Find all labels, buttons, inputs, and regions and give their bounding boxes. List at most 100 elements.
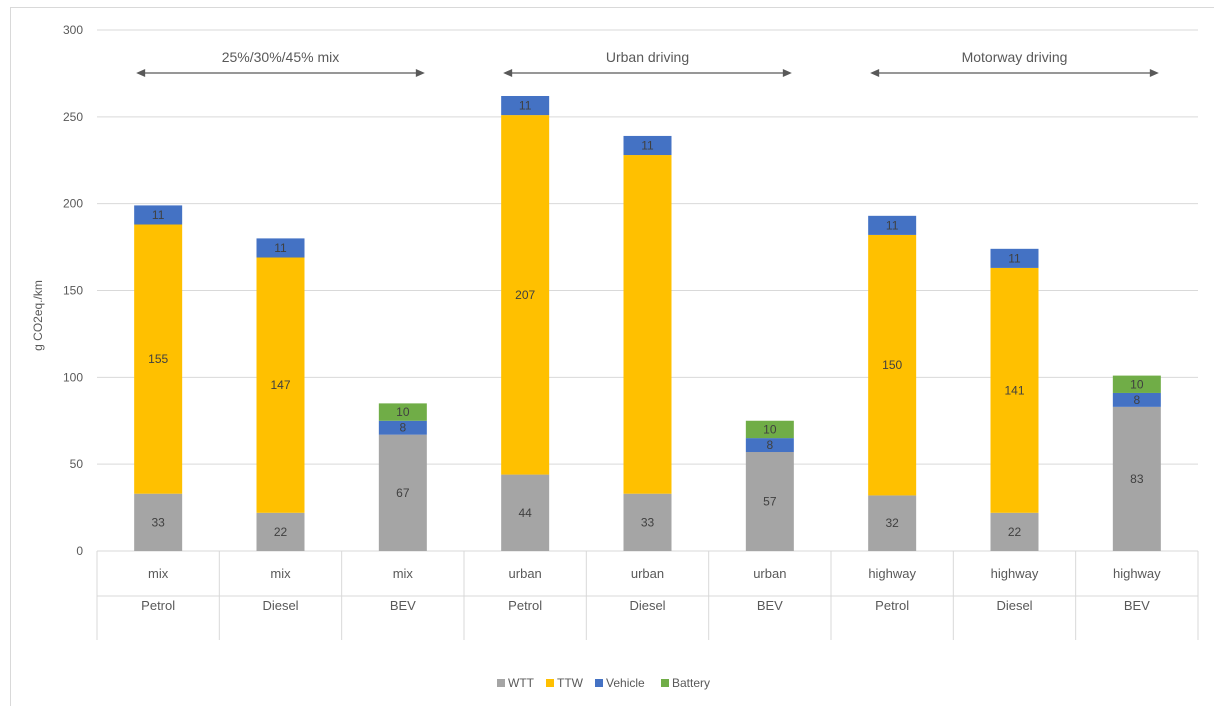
x-tick-label-mode: urban <box>509 566 542 581</box>
data-label-ttw: 141 <box>1004 383 1024 397</box>
x-tick-label-mode: mix <box>270 566 291 581</box>
bar-segment-ttw <box>134 224 183 494</box>
bar-segment-battery <box>378 403 427 421</box>
x-tick-label-mode: highway <box>1113 566 1161 581</box>
x-tick-label-fuel: BEV <box>757 598 783 613</box>
x-tick-label-mode: highway <box>991 566 1039 581</box>
bar-segment-vehicle <box>745 438 794 453</box>
annotation-arrowhead-left <box>870 69 880 77</box>
data-label-vehicle: 11 <box>641 138 654 152</box>
x-tick-label-fuel: Petrol <box>508 598 542 613</box>
data-label-wtt: 67 <box>396 486 410 500</box>
bar-segment-vehicle <box>990 248 1039 268</box>
bar-segment-ttw <box>623 155 672 494</box>
bar-segment-battery <box>745 420 794 439</box>
x-tick-label-mode: urban <box>631 566 664 581</box>
annotation-label: Motorway driving <box>962 49 1068 65</box>
bar-segment-battery <box>1112 375 1161 393</box>
y-tick-label: 150 <box>63 284 83 298</box>
data-label-wtt: 83 <box>1130 472 1144 486</box>
x-tick-label-mode: mix <box>393 566 414 581</box>
x-tick-label-fuel: Diesel <box>629 598 665 613</box>
data-label-battery: 10 <box>1130 377 1144 391</box>
bar-segment-wtt <box>745 452 794 551</box>
legend-swatch-wtt <box>497 679 505 687</box>
bar-segment-vehicle <box>1112 392 1161 407</box>
data-label-ttw: 150 <box>882 358 902 372</box>
annotation-arrowhead-right <box>782 69 792 77</box>
data-label-wtt: 57 <box>763 495 777 509</box>
legend-swatch-battery <box>661 679 669 687</box>
bar-segment-vehicle <box>868 215 917 235</box>
legend-swatch-vehicle <box>595 679 603 687</box>
bar-segment-ttw <box>501 115 550 475</box>
y-tick-label: 50 <box>70 457 84 471</box>
data-label-wtt: 33 <box>641 515 655 529</box>
data-label-ttw: 147 <box>270 378 290 392</box>
y-tick-label: 300 <box>63 23 83 37</box>
bar-segment-vehicle <box>378 420 427 435</box>
legend-label-wtt: WTT <box>508 676 535 690</box>
data-label-battery: 10 <box>396 405 410 419</box>
bar-segment-vehicle <box>623 135 672 156</box>
bar-segment-wtt <box>501 474 550 551</box>
bar-segment-vehicle <box>501 95 550 116</box>
annotation-label: 25%/30%/45% mix <box>222 49 340 65</box>
bar-segment-wtt <box>134 493 183 551</box>
x-tick-label-fuel: Petrol <box>875 598 909 613</box>
x-tick-label-fuel: Petrol <box>141 598 175 613</box>
data-label-vehicle: 11 <box>274 241 287 255</box>
frame-top-border <box>10 7 1214 8</box>
bar-segment-wtt <box>623 493 672 551</box>
data-label-wtt: 44 <box>518 506 532 520</box>
legend-label-battery: Battery <box>672 676 710 690</box>
data-label-ttw: 155 <box>148 352 168 366</box>
annotation-arrowhead-right <box>1149 69 1159 77</box>
data-label-vehicle: 8 <box>766 438 773 452</box>
y-tick-label: 250 <box>63 110 83 124</box>
data-label-wtt: 32 <box>885 516 899 530</box>
bar-segment-wtt <box>378 434 427 551</box>
data-label-vehicle: 11 <box>886 218 899 232</box>
data-label-ttw: 207 <box>515 288 535 302</box>
y-axis-title: g CO2eq./km <box>31 280 45 351</box>
x-tick-label-fuel: BEV <box>1124 598 1150 613</box>
x-tick-label-fuel: BEV <box>390 598 416 613</box>
x-tick-label-fuel: Diesel <box>996 598 1032 613</box>
annotation-arrowhead-left <box>503 69 513 77</box>
bar-segment-vehicle <box>256 238 305 258</box>
bar-segment-wtt <box>256 512 305 551</box>
bar-segment-ttw <box>868 234 917 496</box>
x-tick-label-mode: highway <box>868 566 916 581</box>
data-label-wtt: 33 <box>151 515 165 529</box>
frame-left-border <box>10 7 11 706</box>
annotation-arrowhead-left <box>136 69 146 77</box>
bar-segment-ttw <box>256 257 305 513</box>
data-label-vehicle: 8 <box>1133 393 1140 407</box>
bar-segment-wtt <box>1112 406 1161 551</box>
y-tick-label: 200 <box>63 197 83 211</box>
data-label-vehicle: 11 <box>1008 251 1021 265</box>
bar-segment-wtt <box>868 495 917 551</box>
x-tick-label-mode: mix <box>148 566 169 581</box>
bar-segment-ttw <box>990 267 1039 513</box>
bar-segment-vehicle <box>134 205 183 225</box>
data-label-vehicle: 8 <box>399 421 406 435</box>
annotation-arrowhead-right <box>415 69 425 77</box>
y-tick-label: 100 <box>63 370 83 384</box>
x-tick-label-mode: urban <box>753 566 786 581</box>
data-label-wtt: 22 <box>274 525 288 539</box>
x-tick-label-fuel: Diesel <box>262 598 298 613</box>
legend-swatch-ttw <box>546 679 554 687</box>
bar-segment-wtt <box>990 512 1039 551</box>
data-label-wtt: 22 <box>1008 525 1022 539</box>
data-label-vehicle: 11 <box>152 208 165 222</box>
legend-label-vehicle: Vehicle <box>606 676 645 690</box>
annotation-label: Urban driving <box>606 49 689 65</box>
data-label-battery: 10 <box>763 422 777 436</box>
legend-label-ttw: TTW <box>557 676 584 690</box>
data-label-vehicle: 11 <box>519 99 532 113</box>
y-tick-label: 0 <box>76 544 83 558</box>
